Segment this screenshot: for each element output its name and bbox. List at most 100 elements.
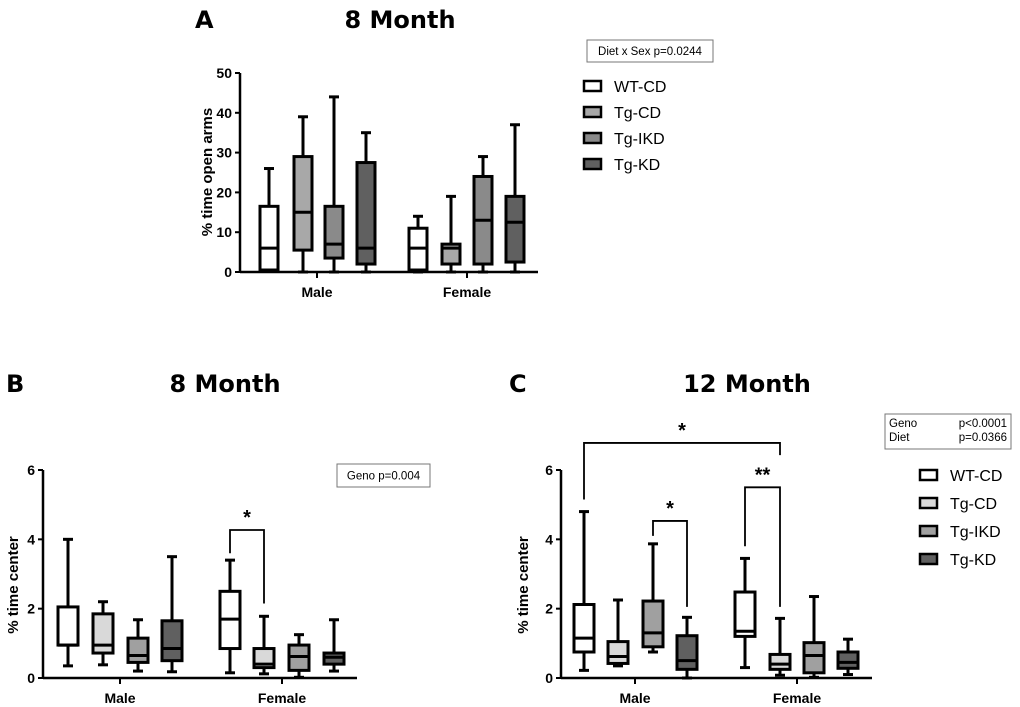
- box-iqr: [292, 155, 314, 252]
- legend-swatch: [582, 131, 603, 145]
- box-iqr: [323, 204, 345, 260]
- box-female-tg-kd: [836, 637, 860, 677]
- box-iqr: [56, 605, 80, 647]
- significance-bracket: [583, 442, 781, 500]
- y-tick-label: 4: [545, 531, 553, 547]
- legend-swatch: [918, 468, 939, 482]
- box-male-group-2: [91, 600, 115, 667]
- legend-label: Tg-IKD: [950, 524, 1001, 541]
- box-iqr: [802, 641, 826, 675]
- box-male-tg-ikd: [323, 95, 345, 274]
- box-female-tg-ikd: [802, 595, 826, 679]
- chart-title: 12 Month: [683, 370, 811, 398]
- box-male-group-3: [126, 618, 150, 673]
- box-iqr: [258, 204, 280, 272]
- y-tick-label: 40: [216, 105, 232, 121]
- box-iqr: [126, 636, 150, 664]
- box-female-group-3: [287, 633, 311, 679]
- significance-bracket: [229, 529, 265, 604]
- stats-text: p<0.0001: [959, 418, 1007, 430]
- stats-text: p=0.0366: [959, 432, 1007, 444]
- x-tick-label: Male: [301, 284, 332, 300]
- box-iqr: [675, 634, 699, 671]
- box-female-tg-cd: [440, 194, 462, 274]
- legend-swatch: [918, 496, 939, 510]
- y-tick-label: 6: [545, 462, 553, 478]
- legend-label: Tg-CD: [614, 105, 661, 122]
- x-tick-label: Male: [619, 690, 650, 706]
- stats-box: [336, 463, 431, 488]
- panel-a: A 8 Month % time open arms 0 10 20 30 40 50 Male F…: [195, 6, 714, 300]
- box-male-group-1: [56, 537, 80, 668]
- box-female-group-1: [218, 558, 242, 675]
- significance-label: *: [678, 420, 686, 442]
- box-female-tg-ikd: [472, 155, 494, 274]
- x-tick-label: Female: [258, 690, 306, 706]
- box-female-group-2: [252, 614, 276, 676]
- stats-text: Diet x Sex p=0.0244: [598, 46, 702, 58]
- chart-title: 8 Month: [344, 6, 455, 34]
- y-tick-label: 6: [27, 462, 35, 478]
- box-iqr: [160, 619, 184, 663]
- box-female-tg-kd: [504, 123, 526, 274]
- significance-bracket: [652, 520, 688, 607]
- box-male-tg-ikd: [641, 542, 665, 654]
- significance-label: *: [666, 498, 674, 520]
- x-tick-label: Female: [773, 690, 821, 706]
- box-female-group-4: [322, 618, 346, 673]
- box-iqr: [641, 599, 665, 649]
- box-iqr: [606, 640, 630, 665]
- legend-label: Tg-IKD: [614, 131, 665, 148]
- y-axis-label: % time center: [5, 536, 22, 634]
- panel-letter: C: [509, 370, 527, 398]
- y-tick-label: 2: [545, 601, 553, 617]
- box-male-wt-cd: [572, 510, 596, 672]
- legend-swatch: [582, 157, 603, 171]
- legend-label: Tg-CD: [950, 496, 997, 513]
- panel-b: B 8 Month % time center 0 2 4 6 Male Female * Geno…: [5, 370, 431, 706]
- panel-letter: B: [6, 370, 24, 398]
- box-male-tg-cd: [292, 115, 314, 274]
- y-tick-label: 4: [27, 531, 35, 547]
- legend-label: WT-CD: [950, 468, 1002, 485]
- legend-swatch: [582, 105, 603, 119]
- stats-box: [586, 39, 714, 63]
- legend-swatch: [582, 79, 603, 93]
- y-tick-label: 30: [216, 145, 232, 161]
- chart-title: 8 Month: [169, 370, 280, 398]
- x-tick-label: Male: [104, 690, 135, 706]
- panel-letter: A: [195, 6, 214, 34]
- legend: WT-CD Tg-CD Tg-IKD Tg-KD: [582, 79, 666, 174]
- significance-label: **: [755, 464, 771, 486]
- box-female-wt-cd: [733, 556, 757, 670]
- y-axis-label: % time center: [515, 536, 532, 634]
- stats-text: Geno p=0.004: [347, 471, 421, 483]
- stats-text: Geno: [889, 418, 917, 430]
- box-iqr: [768, 652, 792, 671]
- legend-label: Tg-KD: [614, 157, 660, 174]
- y-tick-label: 20: [216, 184, 232, 200]
- x-tick-label: Female: [443, 284, 491, 300]
- box-iqr: [572, 603, 596, 654]
- legend-label: Tg-KD: [950, 552, 996, 569]
- box-female-tg-cd: [768, 616, 792, 677]
- stats-text: Diet: [889, 432, 910, 444]
- box-male-tg-kd: [675, 615, 699, 680]
- box-iqr: [355, 161, 377, 266]
- y-tick-label: 0: [545, 670, 553, 686]
- stats-box: [884, 413, 1012, 450]
- box-male-wt-cd: [258, 167, 280, 272]
- y-axis-label: % time open arms: [199, 108, 216, 236]
- significance-label: *: [243, 507, 251, 529]
- y-tick-label: 0: [224, 264, 232, 280]
- box-female-wt-cd: [407, 214, 429, 274]
- legend: WT-CD Tg-CD Tg-IKD Tg-KD: [918, 468, 1002, 569]
- legend-swatch: [918, 524, 939, 538]
- box-male-tg-cd: [606, 598, 630, 668]
- box-iqr: [504, 194, 526, 264]
- legend-swatch: [918, 552, 939, 566]
- box-iqr: [91, 612, 115, 655]
- box-iqr: [836, 650, 860, 670]
